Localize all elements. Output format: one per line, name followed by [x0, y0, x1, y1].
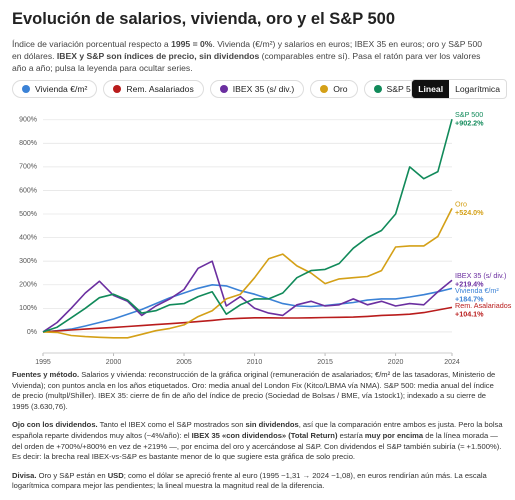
note-paragraph: Divisa. Oro y S&P están en USD; como el … [12, 471, 504, 492]
legend-label: IBEX 35 (s/ div.) [232, 84, 295, 94]
legend-swatch [219, 85, 228, 93]
text-run: Divisa. [12, 470, 37, 480]
title: Evolución de salarios, vivienda, oro y e… [12, 10, 396, 28]
y-tick-label: 600% [19, 187, 37, 194]
text-run: Ojo con los dividendos. [12, 420, 98, 430]
text-run: Oro y S&P están en [36, 470, 108, 480]
end-label-value: +902.2% [455, 119, 484, 128]
text-run: Tanto el IBEX como el S&P mostrados son [97, 420, 246, 430]
x-tick-label: 2015 [317, 359, 333, 366]
text-run: IBEX y S&P son índices de precio, sin di… [56, 51, 260, 61]
end-label-value: +524.0% [455, 208, 484, 217]
x-tick-label: 2024 [444, 359, 460, 366]
scale-button[interactable]: Lineal [412, 80, 450, 98]
legend-label: Rem. Asalariados [126, 84, 194, 94]
text-run: sin dividendos [245, 420, 299, 430]
y-tick-label: 700% [19, 164, 37, 171]
note-paragraph: Ojo con los dividendos. Tanto el IBEX co… [12, 420, 504, 462]
legend-item[interactable]: IBEX 35 (s/ div.) [209, 80, 305, 98]
text-run: Índice de variación porcentual respecto … [12, 39, 172, 49]
y-tick-label: 400% [19, 234, 37, 241]
note-paragraph: Fuentes y método. Salarios y vivienda: r… [12, 370, 504, 412]
x-tick-label: 1995 [35, 359, 51, 366]
end-label-value: +104.1% [455, 310, 484, 319]
legend: Vivienda €/m² Rem. Asalariados IBEX 35 (s/… [12, 80, 431, 98]
text-run: . Vivienda (€/m²) y salarios en euros; I… [12, 39, 483, 61]
end-label-value: +184.7% [455, 295, 484, 304]
series-line [42, 284, 453, 333]
scale-button[interactable]: Logarítmica [455, 84, 500, 94]
subtitle: Índice de variación porcentual respecto … [12, 38, 482, 74]
legend-item[interactable]: Oro [310, 80, 358, 98]
legend-swatch [113, 85, 122, 93]
end-label-name: IBEX 35 (s/ div.) [455, 271, 506, 280]
legend-label: Vivienda €/m² [35, 84, 88, 94]
legend-swatch [320, 85, 329, 93]
text-run: Salarios y vivienda: reconstrucción de l… [12, 370, 496, 411]
end-label-name: Rem. Asalariados [455, 301, 512, 310]
text-run: 1995 = 0% [171, 39, 213, 49]
legend-item[interactable]: Vivienda €/m² [12, 80, 98, 98]
legend-swatch [373, 85, 382, 93]
series-line [42, 118, 453, 333]
series-line [42, 306, 453, 333]
text-run: IBEX 35 «con dividendos» (Total Return) [191, 430, 338, 440]
legend-label: Oro [333, 84, 348, 94]
legend-label: S&P 500 [386, 84, 421, 94]
legend-item[interactable]: Rem. Asalariados [103, 80, 204, 98]
y-tick-label: 500% [19, 211, 37, 218]
text-run: de la línea morada — del orden de +700%/… [12, 430, 502, 462]
y-tick-label: 200% [19, 282, 37, 289]
y-tick-label: 900% [19, 117, 37, 124]
y-tick-label: 300% [19, 258, 37, 265]
text-run: USD [107, 470, 124, 480]
x-tick-label: 2010 [247, 359, 263, 366]
y-tick-label: 800% [19, 140, 37, 147]
chart: 0% 100% 200% 300% 400% 500% 600% 700% 800% 900% 19… [19, 110, 512, 366]
end-label-name: Oro [455, 199, 467, 208]
text-run: muy por encima [364, 430, 424, 440]
y-tick-label: 100% [19, 305, 37, 312]
notes: Fuentes y método. Salarios y vivienda: r… [12, 370, 504, 500]
series-line [42, 208, 453, 339]
end-label-name: Vivienda €/m² [455, 286, 499, 295]
y-tick-label: 0% [27, 329, 37, 336]
x-tick-label: 2005 [176, 359, 192, 366]
text-run: ; como el dólar se apreció frente al eur… [12, 470, 487, 491]
end-label-name: S&P 500 [455, 110, 483, 119]
text-run: estaría [337, 430, 365, 440]
text-run: Fuentes y método. [12, 370, 80, 379]
legend-swatch [22, 85, 30, 93]
text-run: (comparables entre sí). Pasa el ratón pa… [12, 51, 481, 73]
scale-toggle: Lineal Logarítmica [411, 79, 507, 99]
x-tick-label: 2000 [106, 359, 122, 366]
x-tick-label: 2020 [388, 359, 404, 366]
end-label-value: +219.4% [455, 280, 484, 289]
text-run: , así que la comparación entre ambos es … [12, 420, 503, 440]
